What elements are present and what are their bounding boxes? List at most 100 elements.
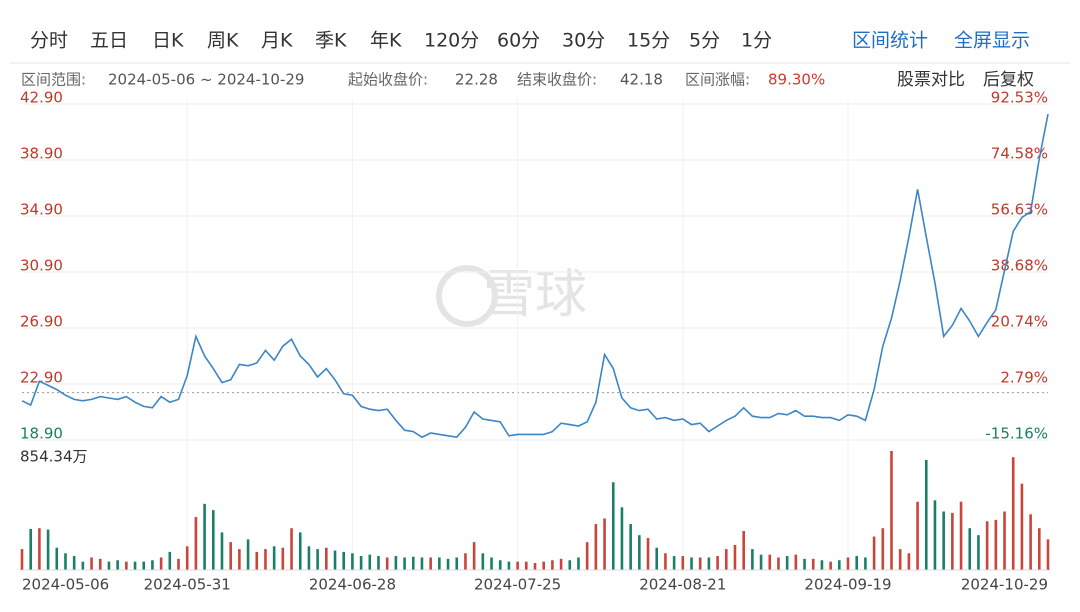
volume-bar [238, 549, 241, 570]
volume-bar [281, 547, 285, 570]
volume-bar [855, 556, 859, 570]
volume-bar [681, 556, 685, 570]
watermark-logo [436, 265, 498, 327]
volume-bar [638, 535, 641, 570]
volume-bar [168, 551, 172, 570]
volume-bar [942, 511, 945, 570]
volume-bar [655, 547, 659, 570]
volume-bar [707, 557, 711, 570]
volume-bar [264, 549, 267, 570]
volume-bar [333, 550, 337, 570]
volume-bar [951, 512, 954, 570]
range-label: 区间范围: [21, 71, 86, 89]
volume-bar [838, 560, 841, 570]
volume-bar [551, 560, 554, 570]
compare-button[interactable]: 股票对比 [897, 70, 965, 90]
volume-max-label: 854.34万 [20, 448, 88, 466]
volume-bar [629, 524, 632, 570]
change-value: 89.30% [768, 71, 825, 89]
volume-bar [785, 556, 789, 570]
period-tab[interactable]: 月K [261, 30, 293, 52]
volume-bar [272, 546, 276, 570]
volume-bar [768, 554, 772, 570]
volume-bar [777, 557, 780, 570]
volume-bar [351, 553, 354, 570]
volume-bar [1029, 514, 1032, 570]
y2-tick-label: 56.63% [991, 201, 1048, 219]
action-button[interactable]: 全屏显示 [954, 30, 1030, 52]
volume-bar [733, 544, 737, 570]
volume-bar [368, 554, 372, 570]
volume-bar [446, 558, 450, 570]
change-label: 区间涨幅: [685, 71, 750, 89]
period-tab[interactable]: 120分 [424, 30, 479, 52]
volume-bar [881, 528, 885, 570]
volume-bar [672, 556, 676, 570]
volume-bar [438, 557, 441, 570]
volume-bar [64, 553, 67, 570]
volume-bar [72, 556, 76, 570]
volume-bar [394, 556, 398, 570]
volume-bar [603, 518, 606, 570]
y-tick-label: 18.90 [20, 425, 63, 443]
period-tab[interactable]: 30分 [562, 30, 605, 52]
period-tab[interactable]: 日K [152, 30, 184, 52]
volume-bar [411, 556, 415, 570]
y-tick-label: 34.90 [20, 201, 63, 219]
action-button[interactable]: 区间统计 [852, 30, 928, 52]
volume-bar [255, 551, 259, 570]
volume-bar [246, 539, 250, 570]
volume-bar [133, 561, 137, 570]
x-tick-label: 2024-05-06 [22, 576, 109, 594]
volume-bar [559, 558, 563, 570]
volume-bar [316, 549, 319, 570]
y2-tick-label: 2.79% [1000, 368, 1048, 386]
volume-bar [794, 554, 798, 570]
volume-bar [803, 558, 806, 570]
volume-bar [829, 561, 832, 570]
y-tick-label: 42.90 [20, 89, 63, 107]
period-tab[interactable]: 分时 [30, 30, 68, 52]
volume-bar [1038, 528, 1041, 570]
period-tab[interactable]: 季K [315, 30, 347, 52]
volume-bar [994, 519, 998, 570]
start-label: 起始收盘价: [348, 71, 428, 89]
volume-bar [290, 528, 293, 570]
volume-bar [968, 528, 972, 570]
volume-bar [194, 517, 198, 570]
volume-bar [455, 557, 459, 570]
volume-bar [594, 524, 598, 570]
volume-bar [185, 546, 189, 570]
period-tab[interactable]: 年K [370, 30, 402, 52]
y2-tick-label: -15.16% [985, 425, 1048, 443]
volume-bar [646, 537, 650, 570]
volume-bar [872, 536, 876, 570]
volume-bar [977, 535, 980, 570]
volume-bar [116, 560, 119, 570]
end-label: 结束收盘价: [517, 71, 597, 89]
period-tab[interactable]: 周K [207, 30, 239, 52]
volume-bar [203, 503, 206, 570]
volume-bar [429, 557, 432, 570]
volume-bar [151, 560, 154, 570]
volume-bar [472, 542, 476, 570]
period-tab[interactable]: 1分 [741, 30, 772, 52]
volume-bar [890, 451, 893, 570]
volume-bar [751, 549, 754, 570]
volume-bar [1046, 539, 1050, 570]
period-tab[interactable]: 五日 [90, 30, 128, 52]
volume-bar [525, 561, 528, 570]
period-tab[interactable]: 15分 [627, 30, 670, 52]
volume-bar [690, 557, 693, 570]
volume-bar [359, 556, 363, 570]
x-tick-label: 2024-06-28 [309, 576, 396, 594]
period-tab[interactable]: 60分 [497, 30, 540, 52]
volume-bar [533, 563, 537, 570]
volume-bar [933, 500, 937, 570]
volume-bar [811, 558, 815, 570]
end-price: 42.18 [620, 71, 663, 89]
period-tab[interactable]: 5分 [689, 30, 720, 52]
adjust-button[interactable]: 后复权 [983, 70, 1034, 90]
volume-bar [55, 547, 59, 570]
